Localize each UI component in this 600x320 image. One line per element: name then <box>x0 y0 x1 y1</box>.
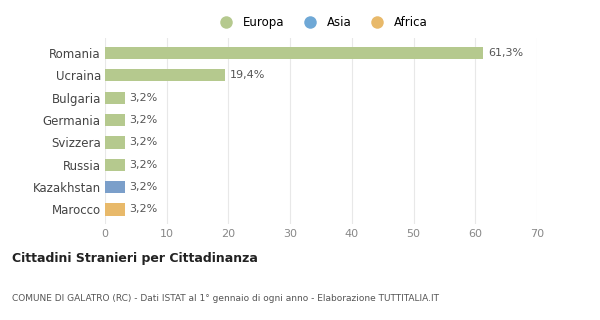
Text: COMUNE DI GALATRO (RC) - Dati ISTAT al 1° gennaio di ogni anno - Elaborazione TU: COMUNE DI GALATRO (RC) - Dati ISTAT al 1… <box>12 294 439 303</box>
Text: 3,2%: 3,2% <box>130 137 158 148</box>
Bar <box>105 203 125 216</box>
Legend: Europa, Asia, Africa: Europa, Asia, Africa <box>214 16 428 29</box>
Bar <box>105 114 125 126</box>
Bar <box>105 136 125 148</box>
Text: Cittadini Stranieri per Cittadinanza: Cittadini Stranieri per Cittadinanza <box>12 252 258 265</box>
Bar <box>105 47 484 59</box>
Text: 3,2%: 3,2% <box>130 182 158 192</box>
Bar <box>105 92 125 104</box>
Text: 3,2%: 3,2% <box>130 115 158 125</box>
Text: 61,3%: 61,3% <box>488 48 523 58</box>
Text: 3,2%: 3,2% <box>130 160 158 170</box>
Bar <box>105 69 225 82</box>
Bar <box>105 181 125 193</box>
Text: 3,2%: 3,2% <box>130 204 158 214</box>
Text: 19,4%: 19,4% <box>230 70 265 80</box>
Text: 3,2%: 3,2% <box>130 93 158 103</box>
Bar <box>105 159 125 171</box>
